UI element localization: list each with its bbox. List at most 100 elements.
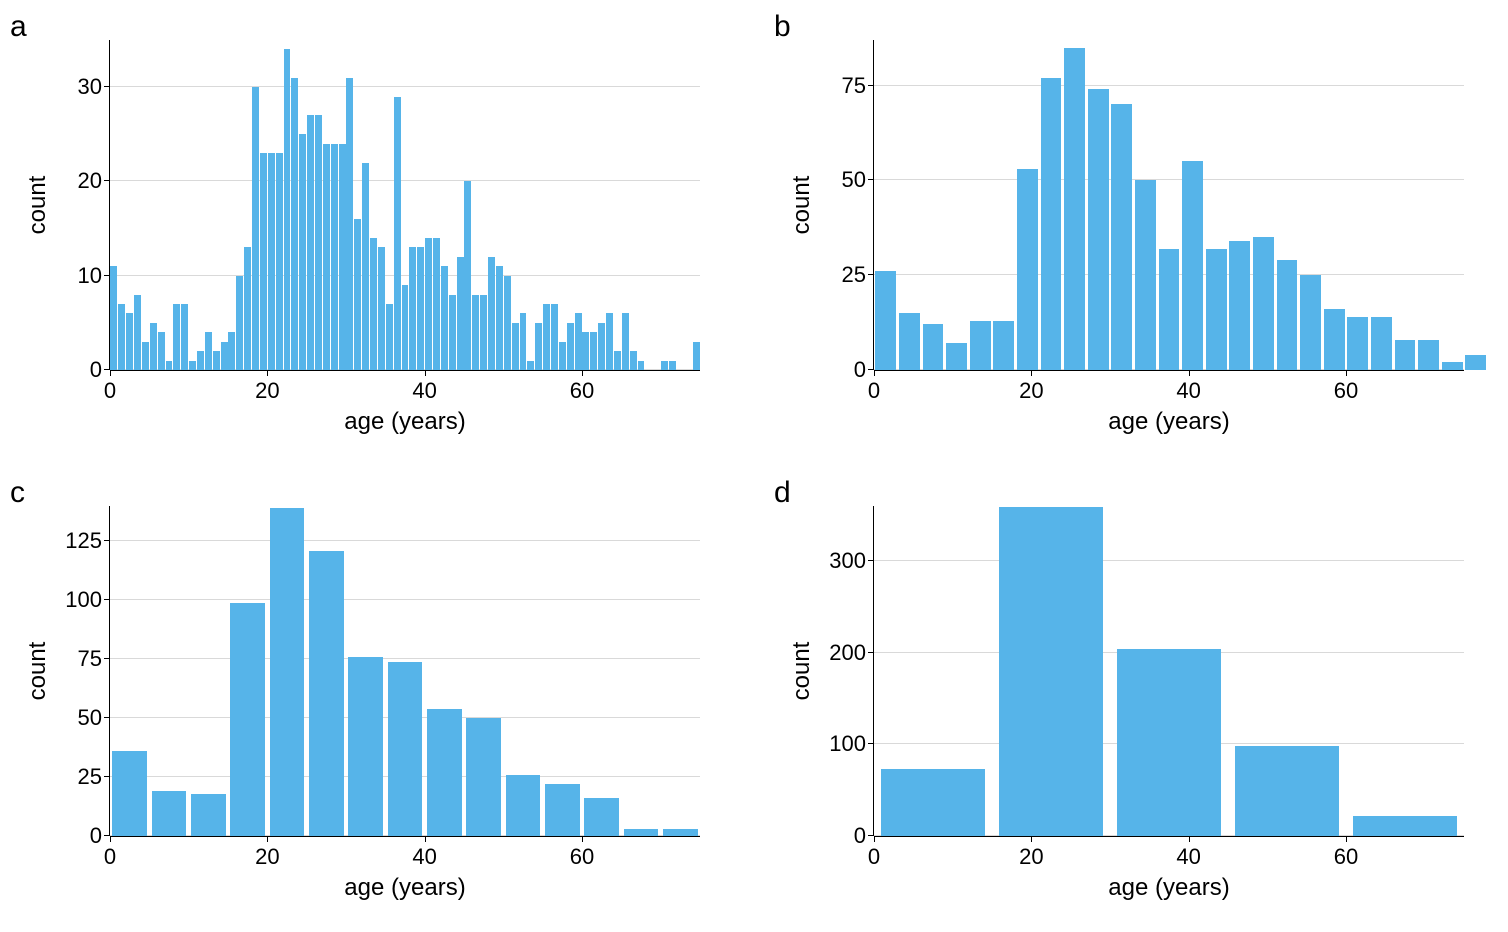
panel-d: d 02040600100200300age (years)count (774, 476, 1498, 922)
y-tick-mark (104, 599, 110, 600)
histogram-bar (191, 794, 226, 836)
histogram-bar (427, 709, 462, 836)
y-axis-label: count (788, 642, 816, 701)
histogram-bar (197, 351, 204, 370)
histogram-bar (488, 257, 495, 370)
histogram-bar (370, 238, 377, 370)
plot-area-a: 02040600102030age (years)count (110, 40, 700, 370)
x-axis-label: age (years) (110, 874, 700, 902)
x-axis-line (874, 370, 1464, 371)
histogram-bar (307, 115, 314, 370)
y-axis-label: count (24, 176, 52, 235)
x-axis-line (110, 370, 700, 371)
bars-container (110, 40, 700, 370)
histogram-bar (881, 769, 985, 836)
histogram-bar (496, 266, 503, 370)
histogram-bar (1235, 746, 1339, 836)
x-tick-label: 40 (1176, 378, 1200, 404)
histogram-bar (221, 342, 228, 370)
x-tick-label: 0 (868, 844, 880, 870)
y-tick-mark (104, 180, 110, 181)
histogram-bar (309, 551, 344, 836)
histogram-bar (545, 784, 580, 836)
x-tick-mark (1031, 370, 1032, 376)
histogram-bar (923, 324, 944, 370)
histogram-bar (189, 361, 196, 370)
histogram-bar (472, 295, 479, 370)
histogram-bar (999, 507, 1103, 836)
y-tick-label: 0 (854, 357, 866, 383)
panel-a: a 02040600102030age (years)count (10, 10, 734, 456)
histogram-bar (425, 238, 432, 370)
histogram-bar (402, 285, 409, 370)
histogram-bar (669, 361, 676, 370)
histogram-bar (506, 775, 541, 836)
histogram-bar (543, 304, 550, 370)
y-tick-label: 100 (829, 731, 866, 757)
bars-container (874, 506, 1464, 836)
histogram-bar (1088, 89, 1109, 370)
y-tick-label: 10 (78, 263, 102, 289)
x-tick-mark (1189, 370, 1190, 376)
y-tick-label: 25 (78, 764, 102, 790)
y-tick-label: 25 (842, 262, 866, 288)
histogram-bar (1229, 241, 1250, 370)
y-tick-label: 0 (90, 357, 102, 383)
y-axis-line (109, 40, 110, 370)
x-tick-label: 60 (570, 844, 594, 870)
histogram-bar (388, 662, 423, 836)
histogram-bar (551, 304, 558, 370)
y-tick-label: 125 (65, 528, 102, 554)
panel-letter-d: d (774, 476, 791, 510)
plot-area-b: 02040600255075age (years)count (874, 40, 1464, 370)
x-tick-label: 60 (1334, 844, 1358, 870)
y-tick-label: 75 (842, 73, 866, 99)
histogram-bar (409, 247, 416, 370)
histogram-bar (152, 791, 187, 836)
x-tick-label: 20 (255, 844, 279, 870)
x-tick-mark (582, 370, 583, 376)
histogram-bar (535, 323, 542, 370)
histogram-bar (284, 49, 291, 370)
histogram-bar (354, 219, 361, 370)
histogram-bar (1135, 180, 1156, 370)
histogram-bar (315, 115, 322, 370)
y-tick-label: 200 (829, 640, 866, 666)
histogram-bar (1353, 816, 1457, 836)
histogram-bar (1277, 260, 1298, 370)
histogram-bar (181, 304, 188, 370)
histogram-bar (520, 313, 527, 370)
histogram-bar (527, 361, 534, 370)
histogram-bar (1041, 78, 1062, 370)
histogram-bar (1442, 362, 1463, 370)
histogram-bar (1117, 649, 1221, 836)
y-tick-label: 50 (842, 167, 866, 193)
histogram-bar (464, 181, 471, 370)
histogram-bar (433, 238, 440, 370)
x-axis-label: age (years) (874, 408, 1464, 436)
x-tick-mark (110, 836, 111, 842)
x-tick-mark (110, 370, 111, 376)
histogram-bar (244, 247, 251, 370)
panel-letter-b: b (774, 10, 791, 44)
figure-grid: a 02040600102030age (years)count b 02040… (0, 0, 1508, 932)
histogram-bar (457, 257, 464, 370)
histogram-bar (270, 508, 305, 836)
histogram-bar (441, 266, 448, 370)
bars-container (874, 40, 1464, 370)
histogram-bar (584, 798, 619, 836)
y-tick-mark (104, 275, 110, 276)
x-tick-mark (267, 370, 268, 376)
x-tick-mark (1346, 370, 1347, 376)
histogram-bar (480, 295, 487, 370)
histogram-bar (567, 323, 574, 370)
histogram-bar (663, 829, 698, 836)
x-tick-label: 0 (868, 378, 880, 404)
histogram-bar (1182, 161, 1203, 370)
histogram-bar (1206, 249, 1227, 370)
histogram-bar (614, 351, 621, 370)
histogram-bar (512, 323, 519, 370)
x-tick-mark (1189, 836, 1190, 842)
bars-container (110, 506, 700, 836)
x-tick-label: 0 (104, 378, 116, 404)
